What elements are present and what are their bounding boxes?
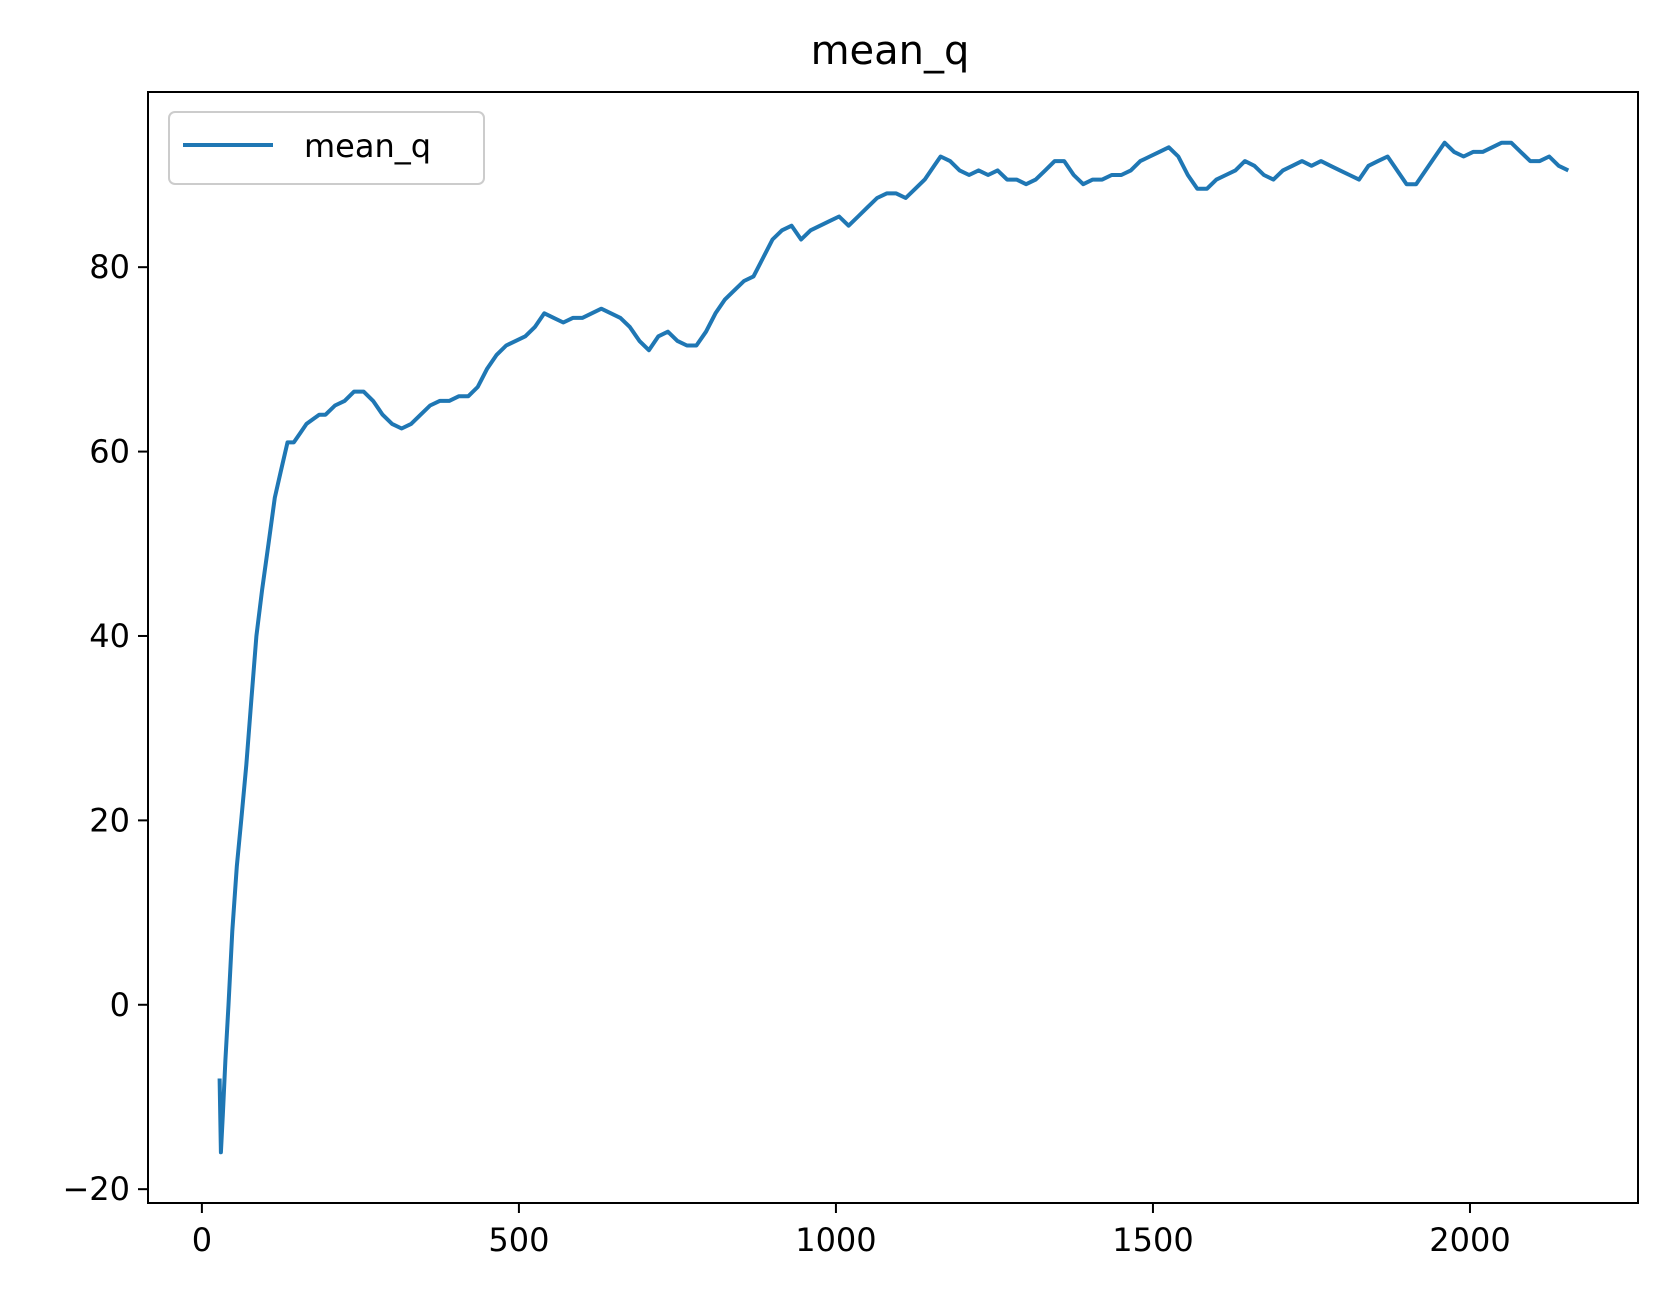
plot-area [147, 91, 1639, 1204]
y-tick-label-80: 80 [89, 248, 130, 286]
series-line-mean_q [217, 140, 1570, 1155]
legend-label-mean_q: mean_q [304, 127, 431, 165]
y-tick-label--20: −20 [62, 1170, 130, 1208]
y-tick-label-0: 0 [110, 986, 130, 1024]
x-axis-ticks: 0 500 1000 1500 2000 [192, 1203, 1511, 1259]
legend: mean_q [168, 111, 485, 185]
x-tick-label-500: 500 [488, 1221, 549, 1259]
y-tick-label-40: 40 [89, 617, 130, 655]
chart-title: mean_q [811, 28, 970, 74]
series-layer [217, 140, 1570, 1155]
y-tick-label-60: 60 [89, 433, 130, 471]
y-axis-ticks: −20 0 20 40 60 80 [62, 248, 148, 1208]
x-tick-label-0: 0 [192, 1221, 212, 1259]
x-tick-label-1000: 1000 [795, 1221, 876, 1259]
x-tick-label-2000: 2000 [1429, 1221, 1510, 1259]
legend-box [168, 111, 485, 185]
y-tick-label-20: 20 [89, 801, 130, 839]
x-tick-label-1500: 1500 [1112, 1221, 1193, 1259]
